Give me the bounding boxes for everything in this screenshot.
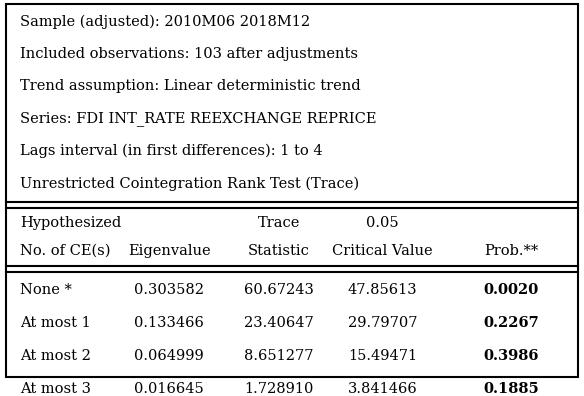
Text: 0.0020: 0.0020 <box>484 283 538 297</box>
Text: No. of CE(s): No. of CE(s) <box>20 244 111 257</box>
Text: 29.79707: 29.79707 <box>347 316 418 330</box>
Text: Statistic: Statistic <box>248 244 310 257</box>
Text: 0.064999: 0.064999 <box>134 349 204 363</box>
Text: 1.728910: 1.728910 <box>245 383 314 396</box>
Text: Sample (adjusted): 2010M06 2018M12: Sample (adjusted): 2010M06 2018M12 <box>20 15 311 29</box>
Text: Included observations: 103 after adjustments: Included observations: 103 after adjustm… <box>20 47 359 61</box>
Text: None *: None * <box>20 283 72 297</box>
Text: 3.841466: 3.841466 <box>347 383 418 396</box>
Text: At most 3: At most 3 <box>20 383 92 396</box>
Text: 8.651277: 8.651277 <box>244 349 314 363</box>
Text: 0.2267: 0.2267 <box>483 316 539 330</box>
Text: Prob.**: Prob.** <box>484 244 538 257</box>
Text: At most 1: At most 1 <box>20 316 91 330</box>
Text: 0.016645: 0.016645 <box>134 383 204 396</box>
Text: 47.85613: 47.85613 <box>347 283 418 297</box>
Text: 0.3986: 0.3986 <box>483 349 539 363</box>
Text: Trend assumption: Linear deterministic trend: Trend assumption: Linear deterministic t… <box>20 79 361 93</box>
Text: 15.49471: 15.49471 <box>348 349 417 363</box>
Text: 0.05: 0.05 <box>366 216 399 230</box>
Text: Lags interval (in first differences): 1 to 4: Lags interval (in first differences): 1 … <box>20 144 323 158</box>
Text: Series: FDI INT_RATE REEXCHANGE REPRICE: Series: FDI INT_RATE REEXCHANGE REPRICE <box>20 112 377 126</box>
Text: Hypothesized: Hypothesized <box>20 216 121 230</box>
Text: Eigenvalue: Eigenvalue <box>128 244 211 257</box>
Text: Critical Value: Critical Value <box>332 244 433 257</box>
Text: Unrestricted Cointegration Rank Test (Trace): Unrestricted Cointegration Rank Test (Tr… <box>20 176 360 190</box>
Text: 0.303582: 0.303582 <box>134 283 204 297</box>
Text: 60.67243: 60.67243 <box>244 283 314 297</box>
Text: 0.133466: 0.133466 <box>134 316 204 330</box>
Text: 0.1885: 0.1885 <box>483 383 539 396</box>
Text: At most 2: At most 2 <box>20 349 91 363</box>
Text: Trace: Trace <box>258 216 300 230</box>
Text: 23.40647: 23.40647 <box>244 316 314 330</box>
